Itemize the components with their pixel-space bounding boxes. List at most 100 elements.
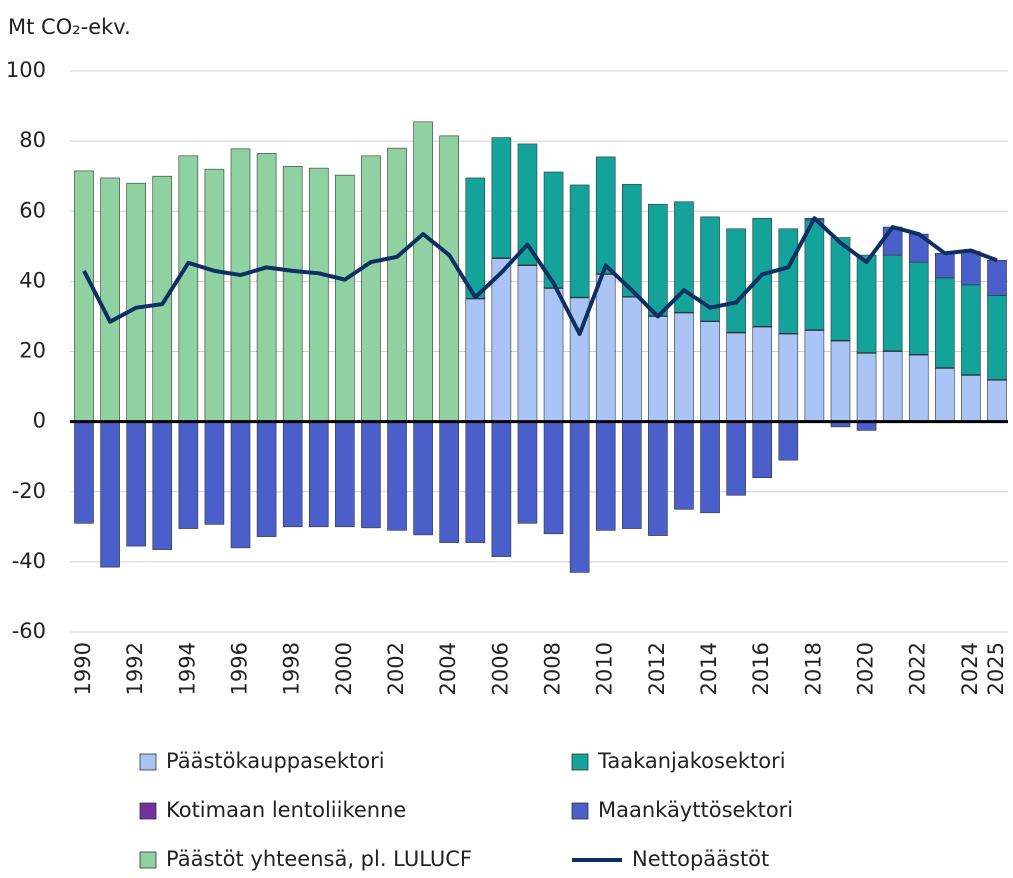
bar <box>126 421 146 547</box>
x-tick-label: 2022 <box>906 642 930 695</box>
bar <box>569 184 590 298</box>
x-tick-label: 1998 <box>280 642 304 695</box>
bar <box>882 254 903 352</box>
bar <box>204 168 225 422</box>
x-tick-label: 2010 <box>593 642 617 695</box>
legend-label: Maankäyttösektori <box>598 798 793 822</box>
y-tick-label: -60 <box>12 619 46 643</box>
legend-label: Nettopäästöt <box>632 847 769 871</box>
x-tick-label: 2012 <box>645 642 669 695</box>
bar <box>74 170 94 422</box>
bar <box>935 368 955 422</box>
bar <box>961 375 981 422</box>
y-tick-label: 20 <box>19 339 46 363</box>
bar <box>387 147 407 422</box>
bar <box>543 171 564 288</box>
bar <box>126 182 146 422</box>
bar <box>152 421 173 550</box>
bar <box>74 421 94 524</box>
bar <box>778 333 799 422</box>
bar <box>830 340 851 422</box>
bar <box>856 352 877 422</box>
bar <box>726 332 746 422</box>
legend-swatch <box>139 802 157 820</box>
x-tick-label: 2024 <box>958 642 982 695</box>
bar <box>648 421 668 536</box>
bar <box>335 174 355 422</box>
bar <box>543 421 564 535</box>
bar <box>908 354 929 422</box>
x-tick-label: 1994 <box>175 642 199 695</box>
bar <box>908 261 929 355</box>
bar <box>621 421 642 529</box>
bar <box>648 316 668 422</box>
legend-label: Kotimaan lentoliikenne <box>166 798 406 822</box>
bar <box>387 421 407 531</box>
bar <box>256 153 277 422</box>
bar <box>204 421 225 525</box>
bar <box>804 219 825 331</box>
legend-swatch <box>571 753 589 771</box>
bar <box>621 183 642 297</box>
bar <box>178 421 199 529</box>
bar <box>987 379 1007 422</box>
bar <box>778 228 799 334</box>
bar <box>256 421 277 537</box>
bar <box>935 277 955 368</box>
y-axis-label: Mt CO₂-ekv. <box>8 15 131 39</box>
bar <box>700 216 720 322</box>
y-tick-label: 0 <box>33 409 46 433</box>
bar <box>152 175 173 422</box>
bar <box>491 137 512 259</box>
bar <box>491 258 512 422</box>
bar <box>465 298 486 422</box>
bar <box>465 421 486 543</box>
y-tick-label: 40 <box>19 268 46 292</box>
bar <box>517 421 538 524</box>
bar <box>595 421 616 531</box>
x-tick-label: 2000 <box>332 642 356 695</box>
bar <box>595 156 616 274</box>
bar <box>726 228 746 333</box>
bar <box>752 326 773 422</box>
bar <box>674 201 694 313</box>
x-tick-label: 2006 <box>488 642 512 695</box>
bar <box>830 237 851 341</box>
bar <box>543 288 564 422</box>
bar <box>595 274 616 422</box>
y-tick-label: 60 <box>19 198 46 222</box>
legend-swatch <box>139 851 157 869</box>
x-tick-label: 1996 <box>228 642 252 695</box>
bar <box>413 421 433 536</box>
bar <box>230 148 251 422</box>
x-tick-label: 2025 <box>984 642 1008 695</box>
legend-swatch <box>139 753 157 771</box>
bar <box>700 421 720 514</box>
bar <box>465 177 486 299</box>
bar <box>856 254 877 353</box>
bar <box>308 421 329 528</box>
x-tick-label: 2018 <box>801 642 825 695</box>
bar <box>282 421 303 528</box>
bar <box>361 421 381 529</box>
bar <box>100 177 120 422</box>
legend-label: Päästöt yhteensä, pl. LULUCF <box>166 847 472 871</box>
y-tick-label: 80 <box>19 128 46 152</box>
bar <box>674 312 694 422</box>
bar <box>439 135 460 422</box>
y-tick-label: -40 <box>12 549 46 573</box>
bar <box>648 203 668 317</box>
bar <box>308 167 329 422</box>
bar <box>882 226 903 256</box>
legend-label: Päästökauppasektori <box>166 749 385 773</box>
y-tick-label: 100 <box>6 58 46 82</box>
x-tick-label: 2002 <box>384 642 408 695</box>
bar <box>517 265 538 422</box>
legend-label: Taakanjakosektori <box>597 749 786 773</box>
x-tick-label: 2016 <box>749 642 773 695</box>
bar <box>230 421 251 549</box>
bar <box>282 166 303 422</box>
bar <box>726 421 746 496</box>
bar <box>178 155 199 422</box>
bar <box>100 421 120 568</box>
